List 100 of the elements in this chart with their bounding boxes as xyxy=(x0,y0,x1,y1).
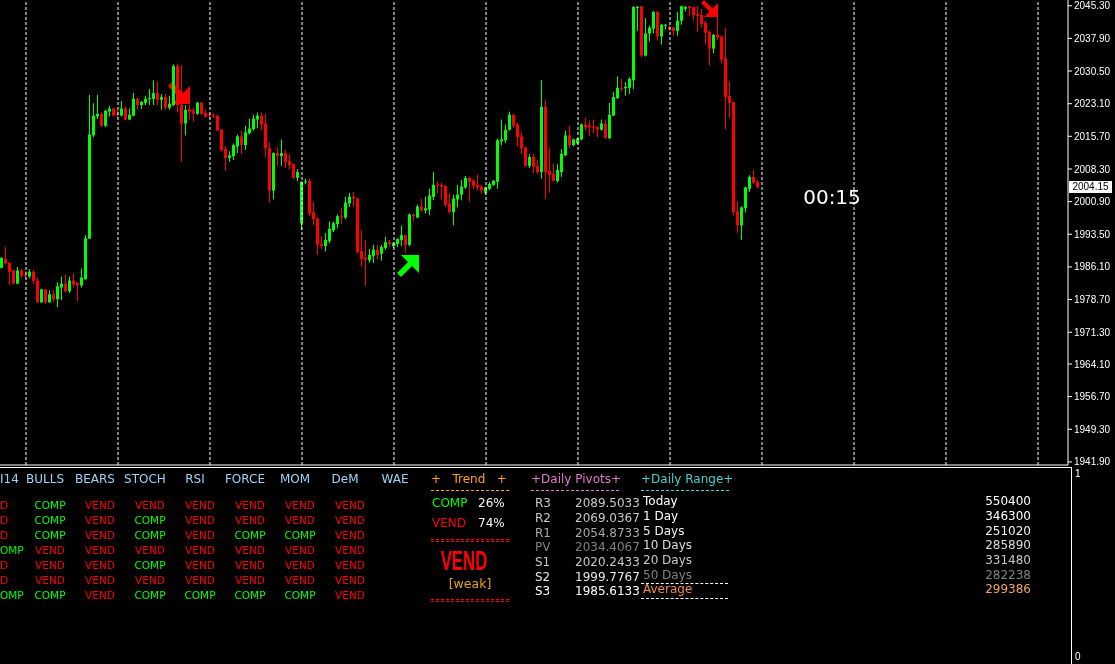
candlestick xyxy=(452,194,455,226)
candlestick xyxy=(240,130,243,155)
text: 331480 xyxy=(985,552,1031,568)
text: VEND xyxy=(235,559,265,572)
text: VEND xyxy=(335,544,365,557)
candlestick xyxy=(460,179,463,201)
y-tick-label: 1949.30 xyxy=(1074,423,1111,435)
text: VEND xyxy=(285,559,315,572)
text: VEND xyxy=(35,544,65,557)
text: VEND xyxy=(35,574,65,587)
candlestick xyxy=(260,112,263,132)
text: VEND xyxy=(432,515,467,531)
text: COMP xyxy=(284,589,316,602)
text: COMP xyxy=(234,529,266,542)
text: COMP xyxy=(34,589,66,602)
text: FORCE xyxy=(224,472,266,487)
text: VEND xyxy=(335,574,365,587)
text: COMP xyxy=(34,529,66,542)
candlestick xyxy=(8,261,11,286)
text: VEND xyxy=(285,514,315,527)
text: R1 xyxy=(535,525,551,541)
candlestick xyxy=(148,88,151,106)
text: R2 xyxy=(535,510,551,526)
text: D xyxy=(0,529,9,542)
text: R3 xyxy=(535,496,551,511)
text: VEND xyxy=(185,544,215,557)
candlestick xyxy=(152,79,155,106)
text: COMP xyxy=(134,529,166,542)
text: 285890 xyxy=(985,538,1031,553)
candlestick xyxy=(436,180,439,195)
y-tick-label: 1993.50 xyxy=(1074,228,1111,240)
candlestick xyxy=(328,220,331,244)
y-tick-label: 1978.70 xyxy=(1074,294,1111,306)
text: S1 xyxy=(535,554,551,570)
candlestick xyxy=(56,281,59,308)
text: VEND xyxy=(235,514,265,527)
text: VEND xyxy=(335,529,365,542)
candlestick xyxy=(372,244,375,264)
text: +Daily Range+ xyxy=(641,472,734,487)
text: 2089.5033 xyxy=(575,496,640,511)
y-tick-label: 1941.90 xyxy=(1074,456,1111,468)
text: VEND xyxy=(135,544,165,557)
text: COMP xyxy=(432,496,468,511)
y-tick-label: 2023.10 xyxy=(1074,98,1111,110)
candlestick xyxy=(508,111,511,132)
text: 2020.2433 xyxy=(575,554,640,570)
y-tick-label: 2045.30 xyxy=(1074,0,1111,12)
candlestick xyxy=(236,134,239,154)
text: 299386 xyxy=(985,582,1031,598)
text: D xyxy=(0,514,9,527)
candlestick xyxy=(344,196,347,220)
candlestick xyxy=(444,184,447,208)
text: VEND xyxy=(85,514,115,527)
text: VEND xyxy=(285,574,315,587)
candlestick xyxy=(428,188,431,216)
candlestick xyxy=(180,64,183,163)
text: 1 Day xyxy=(643,508,679,524)
text: COMP xyxy=(134,589,166,602)
text: COMP xyxy=(234,589,266,602)
y-tick-label: 2037.90 xyxy=(1074,32,1111,44)
candlestick xyxy=(588,119,591,137)
text: STOCH xyxy=(124,472,166,487)
text: RSI xyxy=(185,472,205,487)
candlestick xyxy=(156,80,159,106)
candlestick xyxy=(244,125,247,151)
text: Average xyxy=(643,582,693,598)
candlestick xyxy=(604,119,607,140)
text: OMP xyxy=(0,589,24,602)
annotation: 00:15 xyxy=(803,185,861,209)
text: VEND xyxy=(135,574,165,587)
text: COMP xyxy=(34,514,66,527)
y-tick-label: 1964.10 xyxy=(1074,358,1111,370)
text: VEND xyxy=(285,499,315,512)
text: +Daily Pivots+ xyxy=(531,472,621,487)
text: VEND xyxy=(85,529,115,542)
text: VEND xyxy=(335,589,365,602)
candlestick xyxy=(92,102,95,138)
candlestick xyxy=(696,5,699,33)
text: VEND xyxy=(335,559,365,572)
candlestick xyxy=(700,8,703,29)
candlestick xyxy=(504,123,507,144)
text: VEND xyxy=(85,559,115,572)
text: BULLS xyxy=(25,472,65,487)
candlestick xyxy=(400,224,403,247)
text: VEND xyxy=(185,574,215,587)
y-tick-label: 1986.10 xyxy=(1074,261,1111,273)
text: 2069.0367 xyxy=(575,510,640,526)
candlestick xyxy=(280,138,283,167)
text: COMP xyxy=(284,529,316,542)
candlestick xyxy=(644,17,647,57)
text: VEND xyxy=(235,544,265,557)
text: Today xyxy=(643,494,678,509)
text: VEND xyxy=(185,499,215,512)
text: VEND xyxy=(185,529,215,542)
text: VEND xyxy=(235,499,265,512)
candlestick xyxy=(712,33,715,54)
y-tick-label: 2000.90 xyxy=(1074,196,1111,208)
text: I14 xyxy=(0,472,19,487)
text: 74% xyxy=(478,515,505,531)
text: VEND xyxy=(440,544,488,578)
